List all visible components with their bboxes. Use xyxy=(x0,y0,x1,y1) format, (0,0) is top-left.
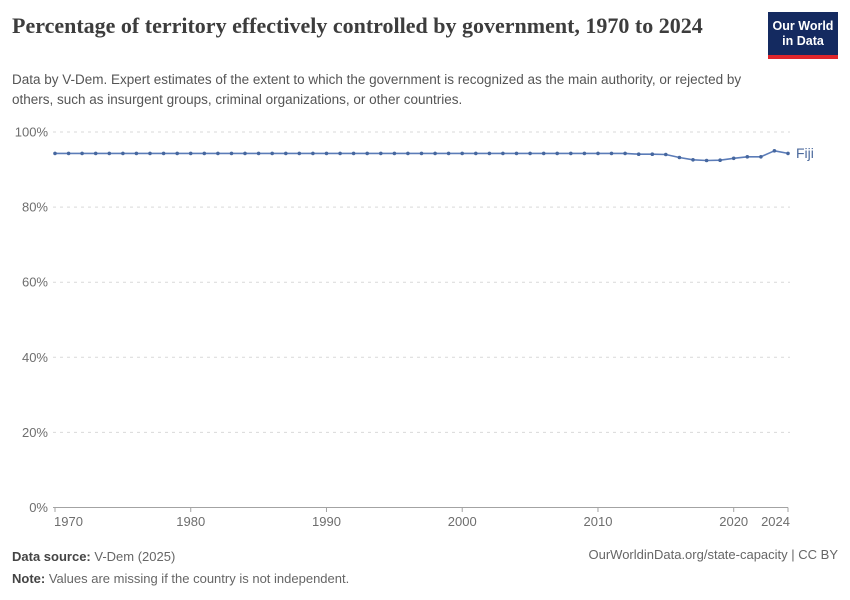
data-point[interactable] xyxy=(650,152,655,156)
data-point[interactable] xyxy=(514,151,519,156)
data-point[interactable] xyxy=(487,151,492,156)
data-point[interactable] xyxy=(175,151,179,156)
data-point[interactable] xyxy=(107,151,112,156)
note-line: Note: Values are missing if the country … xyxy=(12,568,349,590)
data-point[interactable] xyxy=(636,152,641,156)
data-point[interactable] xyxy=(446,151,451,156)
y-tick-label: 0% xyxy=(29,500,48,515)
data-source-line: Data source: V-Dem (2025) xyxy=(12,546,349,568)
data-point[interactable] xyxy=(216,151,220,156)
data-point[interactable] xyxy=(379,151,383,156)
data-point[interactable] xyxy=(121,151,125,156)
data-point[interactable] xyxy=(786,151,790,156)
x-tick-label: 2020 xyxy=(719,514,748,529)
data-point[interactable] xyxy=(528,151,532,156)
data-point[interactable] xyxy=(731,156,736,161)
owid-logo-line2: in Data xyxy=(782,34,824,48)
data-point[interactable] xyxy=(284,151,288,156)
owid-logo-line1: Our World xyxy=(772,19,834,33)
page-title: Percentage of territory effectively cont… xyxy=(12,13,703,38)
data-point[interactable] xyxy=(704,158,709,163)
data-point[interactable] xyxy=(419,151,424,156)
x-tick-label: 2010 xyxy=(584,514,613,529)
data-point[interactable] xyxy=(501,151,505,156)
x-tick-label: 1990 xyxy=(312,514,341,529)
data-point[interactable] xyxy=(229,151,234,156)
y-tick-label: 20% xyxy=(22,425,48,440)
chart-subtitle: Data by V-Dem. Expert estimates of the e… xyxy=(12,72,742,108)
x-tick-label: 2024 xyxy=(761,514,790,529)
data-point[interactable] xyxy=(433,151,437,156)
data-point[interactable] xyxy=(569,151,573,156)
data-point[interactable] xyxy=(772,149,777,153)
data-point[interactable] xyxy=(256,151,261,156)
data-point[interactable] xyxy=(392,151,397,156)
data-point[interactable] xyxy=(80,151,84,156)
y-tick-label: 60% xyxy=(22,275,48,290)
data-point[interactable] xyxy=(161,151,166,156)
footer-link[interactable]: OurWorldinData.org/state-capacity | CC B… xyxy=(588,547,838,562)
data-point[interactable] xyxy=(664,152,668,157)
data-point[interactable] xyxy=(243,151,247,156)
data-point[interactable] xyxy=(148,151,152,156)
data-point[interactable] xyxy=(541,151,546,156)
data-point[interactable] xyxy=(66,151,71,156)
data-point[interactable] xyxy=(745,155,750,159)
data-source-value: V-Dem (2025) xyxy=(90,549,176,564)
owid-logo[interactable]: Our World in Data xyxy=(768,12,838,59)
data-point[interactable] xyxy=(53,151,57,156)
data-point[interactable] xyxy=(406,151,410,156)
data-point[interactable] xyxy=(351,151,356,156)
data-point[interactable] xyxy=(93,151,98,156)
data-point[interactable] xyxy=(677,155,682,160)
data-point[interactable] xyxy=(609,151,614,156)
y-tick-label: 40% xyxy=(22,350,48,365)
data-point[interactable] xyxy=(311,151,315,156)
data-source-label: Data source: xyxy=(12,549,91,564)
data-point[interactable] xyxy=(759,155,763,159)
note-label: Note: xyxy=(12,571,46,586)
data-point[interactable] xyxy=(270,151,275,156)
data-point[interactable] xyxy=(297,151,302,156)
data-point[interactable] xyxy=(718,158,722,162)
footer-notes: Data source: V-Dem (2025) Note: Values a… xyxy=(12,546,349,590)
data-point[interactable] xyxy=(582,151,587,156)
data-point[interactable] xyxy=(474,151,478,156)
data-point[interactable] xyxy=(460,151,465,156)
data-point[interactable] xyxy=(596,151,600,156)
x-tick-label: 1970 xyxy=(54,514,83,529)
series-end-label[interactable]: Fiji xyxy=(796,145,814,161)
data-point[interactable] xyxy=(202,151,207,156)
data-point[interactable] xyxy=(365,151,370,156)
data-point[interactable] xyxy=(324,151,329,156)
data-point[interactable] xyxy=(338,151,342,156)
note-value: Values are missing if the country is not… xyxy=(45,571,350,586)
data-point[interactable] xyxy=(691,158,695,162)
data-point[interactable] xyxy=(188,151,193,156)
data-point[interactable] xyxy=(134,151,139,156)
x-tick-label: 1980 xyxy=(176,514,205,529)
y-tick-label: 100% xyxy=(15,125,49,140)
data-point[interactable] xyxy=(623,151,627,156)
x-tick-label: 2000 xyxy=(448,514,477,529)
data-point[interactable] xyxy=(555,151,559,156)
y-tick-label: 80% xyxy=(22,200,48,215)
